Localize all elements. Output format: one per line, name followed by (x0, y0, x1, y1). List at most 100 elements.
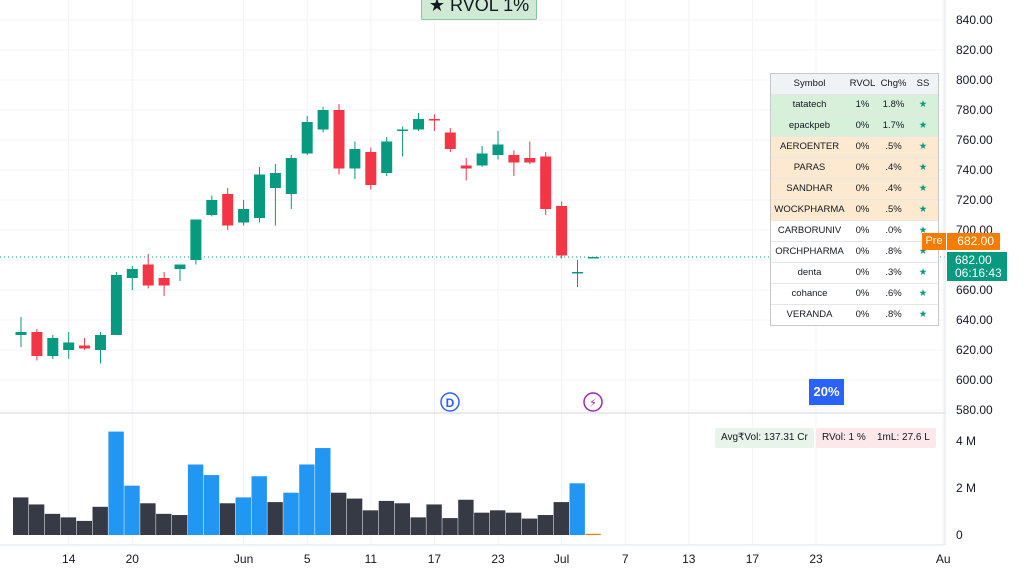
candle (222, 188, 234, 230)
price-tick-label: 600.00 (956, 373, 993, 387)
time-tick-label: 17 (428, 552, 442, 566)
row-rvol: 0% (855, 162, 870, 173)
row-chg: .4% (885, 183, 902, 194)
percent-badge[interactable]: 20% (809, 379, 844, 405)
candle (413, 113, 424, 131)
table-row[interactable]: SANDHAR 0% .4% ★ (771, 178, 938, 199)
table-row[interactable]: cohance 0% .6% ★ (771, 283, 938, 304)
volume-bar (28, 504, 45, 535)
row-rvol: 0% (855, 288, 870, 299)
volume-bar (505, 512, 522, 535)
row-symbol[interactable]: AEROENTER (779, 141, 840, 152)
rvol-stat: RVol: 1 % (816, 428, 872, 448)
row-symbol[interactable]: PARAS (793, 162, 826, 173)
earnings-marker[interactable]: ⚡ (583, 392, 603, 412)
star-icon: ★ (918, 204, 928, 215)
candle (238, 200, 250, 226)
price-tick-label: 780.00 (956, 103, 993, 117)
header-symbol[interactable]: Symbol (793, 78, 826, 89)
volume-bar (140, 503, 156, 535)
header-chg[interactable]: Chg% (880, 78, 907, 89)
row-symbol[interactable]: CARBORUNIV (777, 225, 842, 236)
volume-bar (187, 464, 204, 535)
candle (365, 147, 377, 190)
watchlist-table: Symbol RVOL Chg% SS tatatech 1% 1.8% ★ e… (770, 73, 939, 326)
candle (540, 152, 552, 215)
row-chg: 1.8% (882, 99, 905, 110)
volume-bar (13, 497, 29, 535)
table-row[interactable]: AEROENTER 0% .5% ★ (771, 136, 938, 157)
volume-bar (283, 492, 299, 535)
row-symbol[interactable]: ORCHPHARMA (775, 246, 844, 257)
price-tick-label: 760.00 (956, 133, 993, 147)
volume-bar (490, 510, 506, 535)
grid-lines (0, 0, 945, 545)
candle (381, 137, 393, 176)
volume-bar (251, 476, 267, 535)
volume-bar (219, 503, 236, 535)
table-row[interactable]: WOCKPHARMA 0% .5% ★ (771, 199, 938, 220)
candle (460, 158, 472, 181)
row-symbol[interactable]: tatatech (792, 99, 827, 110)
header-ss[interactable]: SS (916, 78, 930, 89)
table-row[interactable]: epackpeb 0% 1.7% ★ (771, 115, 938, 136)
price-tick-label: 620.00 (956, 343, 993, 357)
row-rvol: 0% (855, 204, 870, 215)
volume-bar (426, 504, 442, 535)
avg-volume-stat: Avg₹Vol: 137.31 Cr (715, 428, 814, 448)
price-tick-label: 640.00 (956, 313, 993, 327)
table-row[interactable]: ORCHPHARMA 0% .8% ★ (771, 241, 938, 262)
time-tick-label: 23 (809, 552, 823, 566)
row-symbol[interactable]: WOCKPHARMA (774, 204, 845, 215)
bar-countdown: 06:16:43 (955, 266, 1002, 280)
star-icon: ★ (918, 141, 928, 152)
candle (126, 266, 138, 290)
time-tick-label: Jul (554, 552, 569, 566)
last-price-label: 682.00 06:16:43 (947, 252, 1007, 281)
row-rvol: 0% (855, 120, 870, 131)
row-rvol: 0% (855, 225, 870, 236)
volume-bar (299, 464, 315, 535)
table-row[interactable]: PARAS 0% .4% ★ (771, 157, 938, 178)
star-icon: ★ (918, 288, 928, 299)
table-row[interactable]: VERANDA 0% .8% ★ (771, 304, 938, 325)
volume-bar (585, 533, 601, 535)
table-row[interactable]: CARBORUNIV 0% .0% ★ (771, 220, 938, 241)
row-symbol[interactable]: epackpeb (788, 120, 831, 131)
row-symbol[interactable]: cohance (791, 288, 828, 299)
row-symbol[interactable]: SANDHAR (786, 183, 833, 194)
row-chg: 1.7% (882, 120, 905, 131)
row-rvol: 1% (855, 99, 870, 110)
row-symbol[interactable]: VERANDA (786, 309, 833, 320)
row-chg: .5% (885, 141, 902, 152)
volume-bar (394, 503, 410, 535)
time-tick-label: 23 (491, 552, 505, 566)
volume-bar (458, 499, 474, 535)
price-axis: 840.00 820.00 800.00 780.00 760.00 740.00 720.… (956, 13, 993, 417)
row-chg: .4% (885, 162, 902, 173)
candle (47, 335, 59, 359)
time-tick-label: 17 (746, 552, 760, 566)
star-icon: ★ (918, 120, 928, 131)
row-symbol[interactable]: denta (797, 267, 822, 278)
dividend-marker[interactable]: D (440, 392, 460, 412)
lightning-icon: ⚡ (589, 397, 597, 410)
rvol-badge[interactable]: ★ RVOL 1% (421, 0, 537, 20)
pre-market-price: 682.00 (947, 233, 1000, 250)
candle (174, 264, 186, 281)
star-icon: ★ (918, 183, 928, 194)
row-chg: .5% (885, 204, 902, 215)
volume-tick-label: 0 (956, 528, 963, 542)
candle (269, 164, 281, 226)
volume-bars (13, 431, 601, 535)
table-row[interactable]: tatatech 1% 1.8% ★ (771, 94, 938, 115)
row-chg: .8% (885, 246, 902, 257)
candle (556, 201, 568, 259)
volume-bar (124, 485, 140, 535)
header-rvol[interactable]: RVOL (849, 78, 876, 89)
candle (31, 329, 43, 361)
candle (63, 332, 75, 359)
table-row[interactable]: denta 0% .3% ★ (771, 262, 938, 283)
volume-bar (44, 513, 61, 535)
